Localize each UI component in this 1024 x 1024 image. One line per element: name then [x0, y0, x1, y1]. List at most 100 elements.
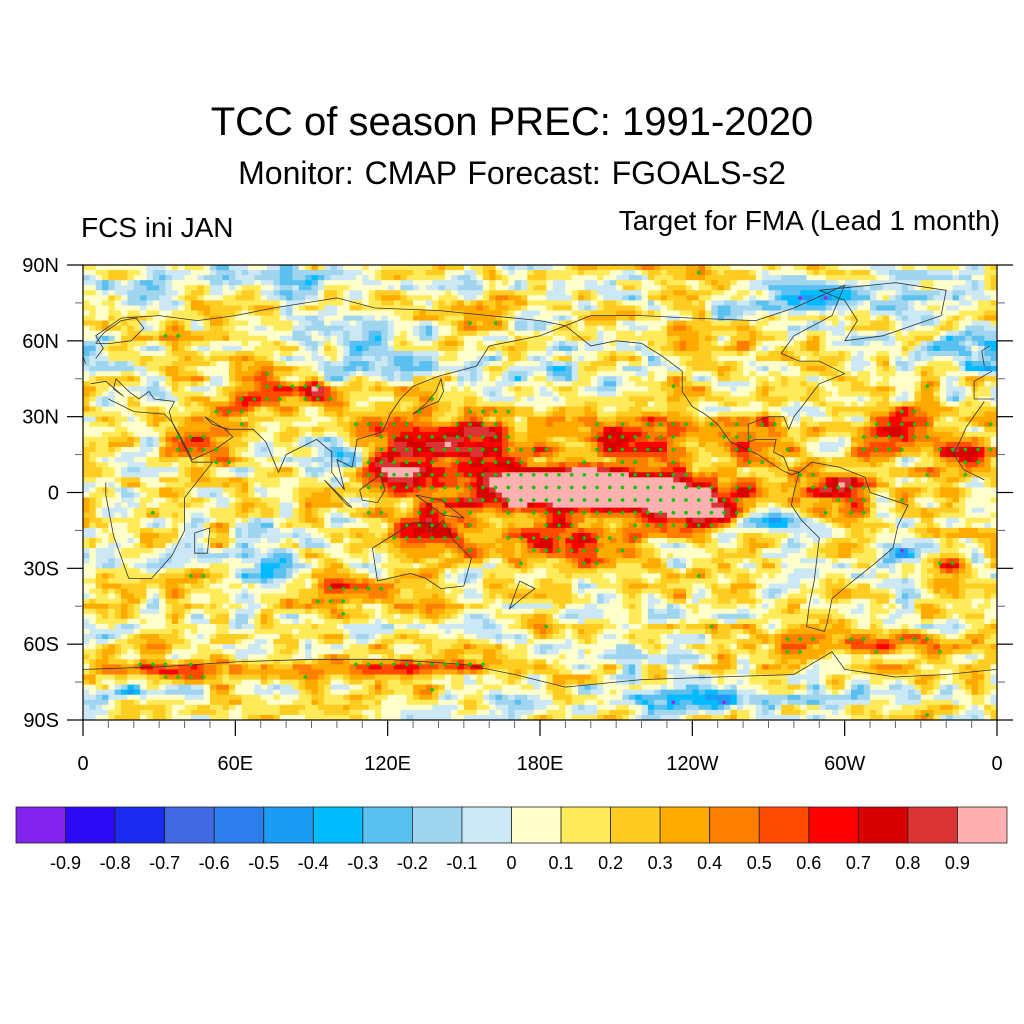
field-cell: [400, 386, 407, 392]
field-cell: [362, 326, 369, 332]
field-cell: [521, 280, 528, 286]
field-cell: [261, 417, 268, 423]
field-cell: [477, 396, 484, 402]
field-cell: [819, 265, 826, 271]
field-cell: [356, 275, 363, 281]
field-cell: [902, 300, 909, 306]
field-cell: [229, 396, 236, 402]
field-cell: [413, 346, 420, 352]
field-cell: [362, 366, 369, 372]
field-cell: [794, 417, 801, 423]
field-cell: [254, 341, 261, 347]
field-cell: [927, 371, 934, 377]
field-cell: [337, 381, 344, 387]
field-cell: [769, 351, 776, 357]
field-cell: [845, 346, 852, 352]
field-cell: [705, 295, 712, 301]
field-cell: [680, 437, 687, 443]
field-cell: [546, 437, 553, 443]
field-cell: [540, 285, 547, 291]
field-cell: [724, 381, 731, 387]
field-cell: [254, 290, 261, 296]
field-cell: [146, 285, 153, 291]
field-cell: [686, 351, 693, 357]
field-cell: [89, 346, 96, 352]
field-cell: [864, 417, 871, 423]
field-cell: [305, 356, 312, 362]
field-cell: [940, 371, 947, 377]
field-cell: [527, 346, 534, 352]
field-cell: [921, 376, 928, 382]
field-cell: [591, 381, 598, 387]
field-cell: [781, 366, 788, 372]
field-cell: [851, 356, 858, 362]
field-cell: [749, 356, 756, 362]
field-cell: [381, 321, 388, 327]
field-cell: [413, 316, 420, 322]
field-cell: [794, 427, 801, 433]
field-cell: [826, 300, 833, 306]
field-cell: [362, 270, 369, 276]
field-cell: [413, 341, 420, 347]
field-cell: [610, 386, 617, 392]
field-cell: [864, 356, 871, 362]
field-cell: [876, 407, 883, 413]
field-cell: [470, 396, 477, 402]
field-cell: [102, 371, 109, 377]
field-cell: [584, 386, 591, 392]
field-cell: [711, 361, 718, 367]
field-cell: [191, 270, 198, 276]
field-cell: [610, 305, 617, 311]
field-cell: [895, 336, 902, 342]
field-cell: [146, 331, 153, 337]
field-cell: [375, 361, 382, 367]
field-cell: [616, 391, 623, 397]
field-cell: [902, 417, 909, 423]
field-cell: [635, 386, 642, 392]
field-cell: [394, 275, 401, 281]
field-cell: [775, 331, 782, 337]
field-cell: [902, 396, 909, 402]
field-cell: [96, 305, 103, 311]
field-cell: [197, 396, 204, 402]
field-cell: [477, 366, 484, 372]
field-cell: [934, 341, 941, 347]
field-cell: [813, 280, 820, 286]
field-cell: [857, 361, 864, 367]
field-cell: [876, 356, 883, 362]
field-cell: [210, 346, 217, 352]
field-cell: [857, 407, 864, 413]
field-cell: [369, 386, 376, 392]
field-cell: [889, 336, 896, 342]
field-cell: [242, 265, 249, 271]
field-cell: [718, 346, 725, 352]
field-cell: [337, 361, 344, 367]
field-cell: [534, 290, 541, 296]
field-cell: [515, 321, 522, 327]
field-cell: [254, 316, 261, 322]
field-cell: [204, 412, 211, 418]
field-cell: [483, 295, 490, 301]
field-cell: [902, 265, 909, 271]
field-cell: [534, 366, 541, 372]
field-cell: [921, 417, 928, 423]
field-cell: [705, 371, 712, 377]
field-cell: [540, 366, 547, 372]
field-cell: [807, 321, 814, 327]
field-cell: [623, 396, 630, 402]
field-cell: [959, 407, 966, 413]
field-cell: [546, 356, 553, 362]
field-cell: [134, 290, 141, 296]
field-cell: [940, 275, 947, 281]
field-cell: [654, 386, 661, 392]
field-cell: [578, 321, 585, 327]
field-cell: [248, 331, 255, 337]
field-cell: [895, 396, 902, 402]
field-cell: [718, 422, 725, 428]
field-cell: [572, 417, 579, 423]
field-cell: [223, 280, 230, 286]
field-cell: [153, 270, 160, 276]
field-cell: [280, 407, 287, 413]
field-cell: [876, 396, 883, 402]
field-cell: [210, 321, 217, 327]
